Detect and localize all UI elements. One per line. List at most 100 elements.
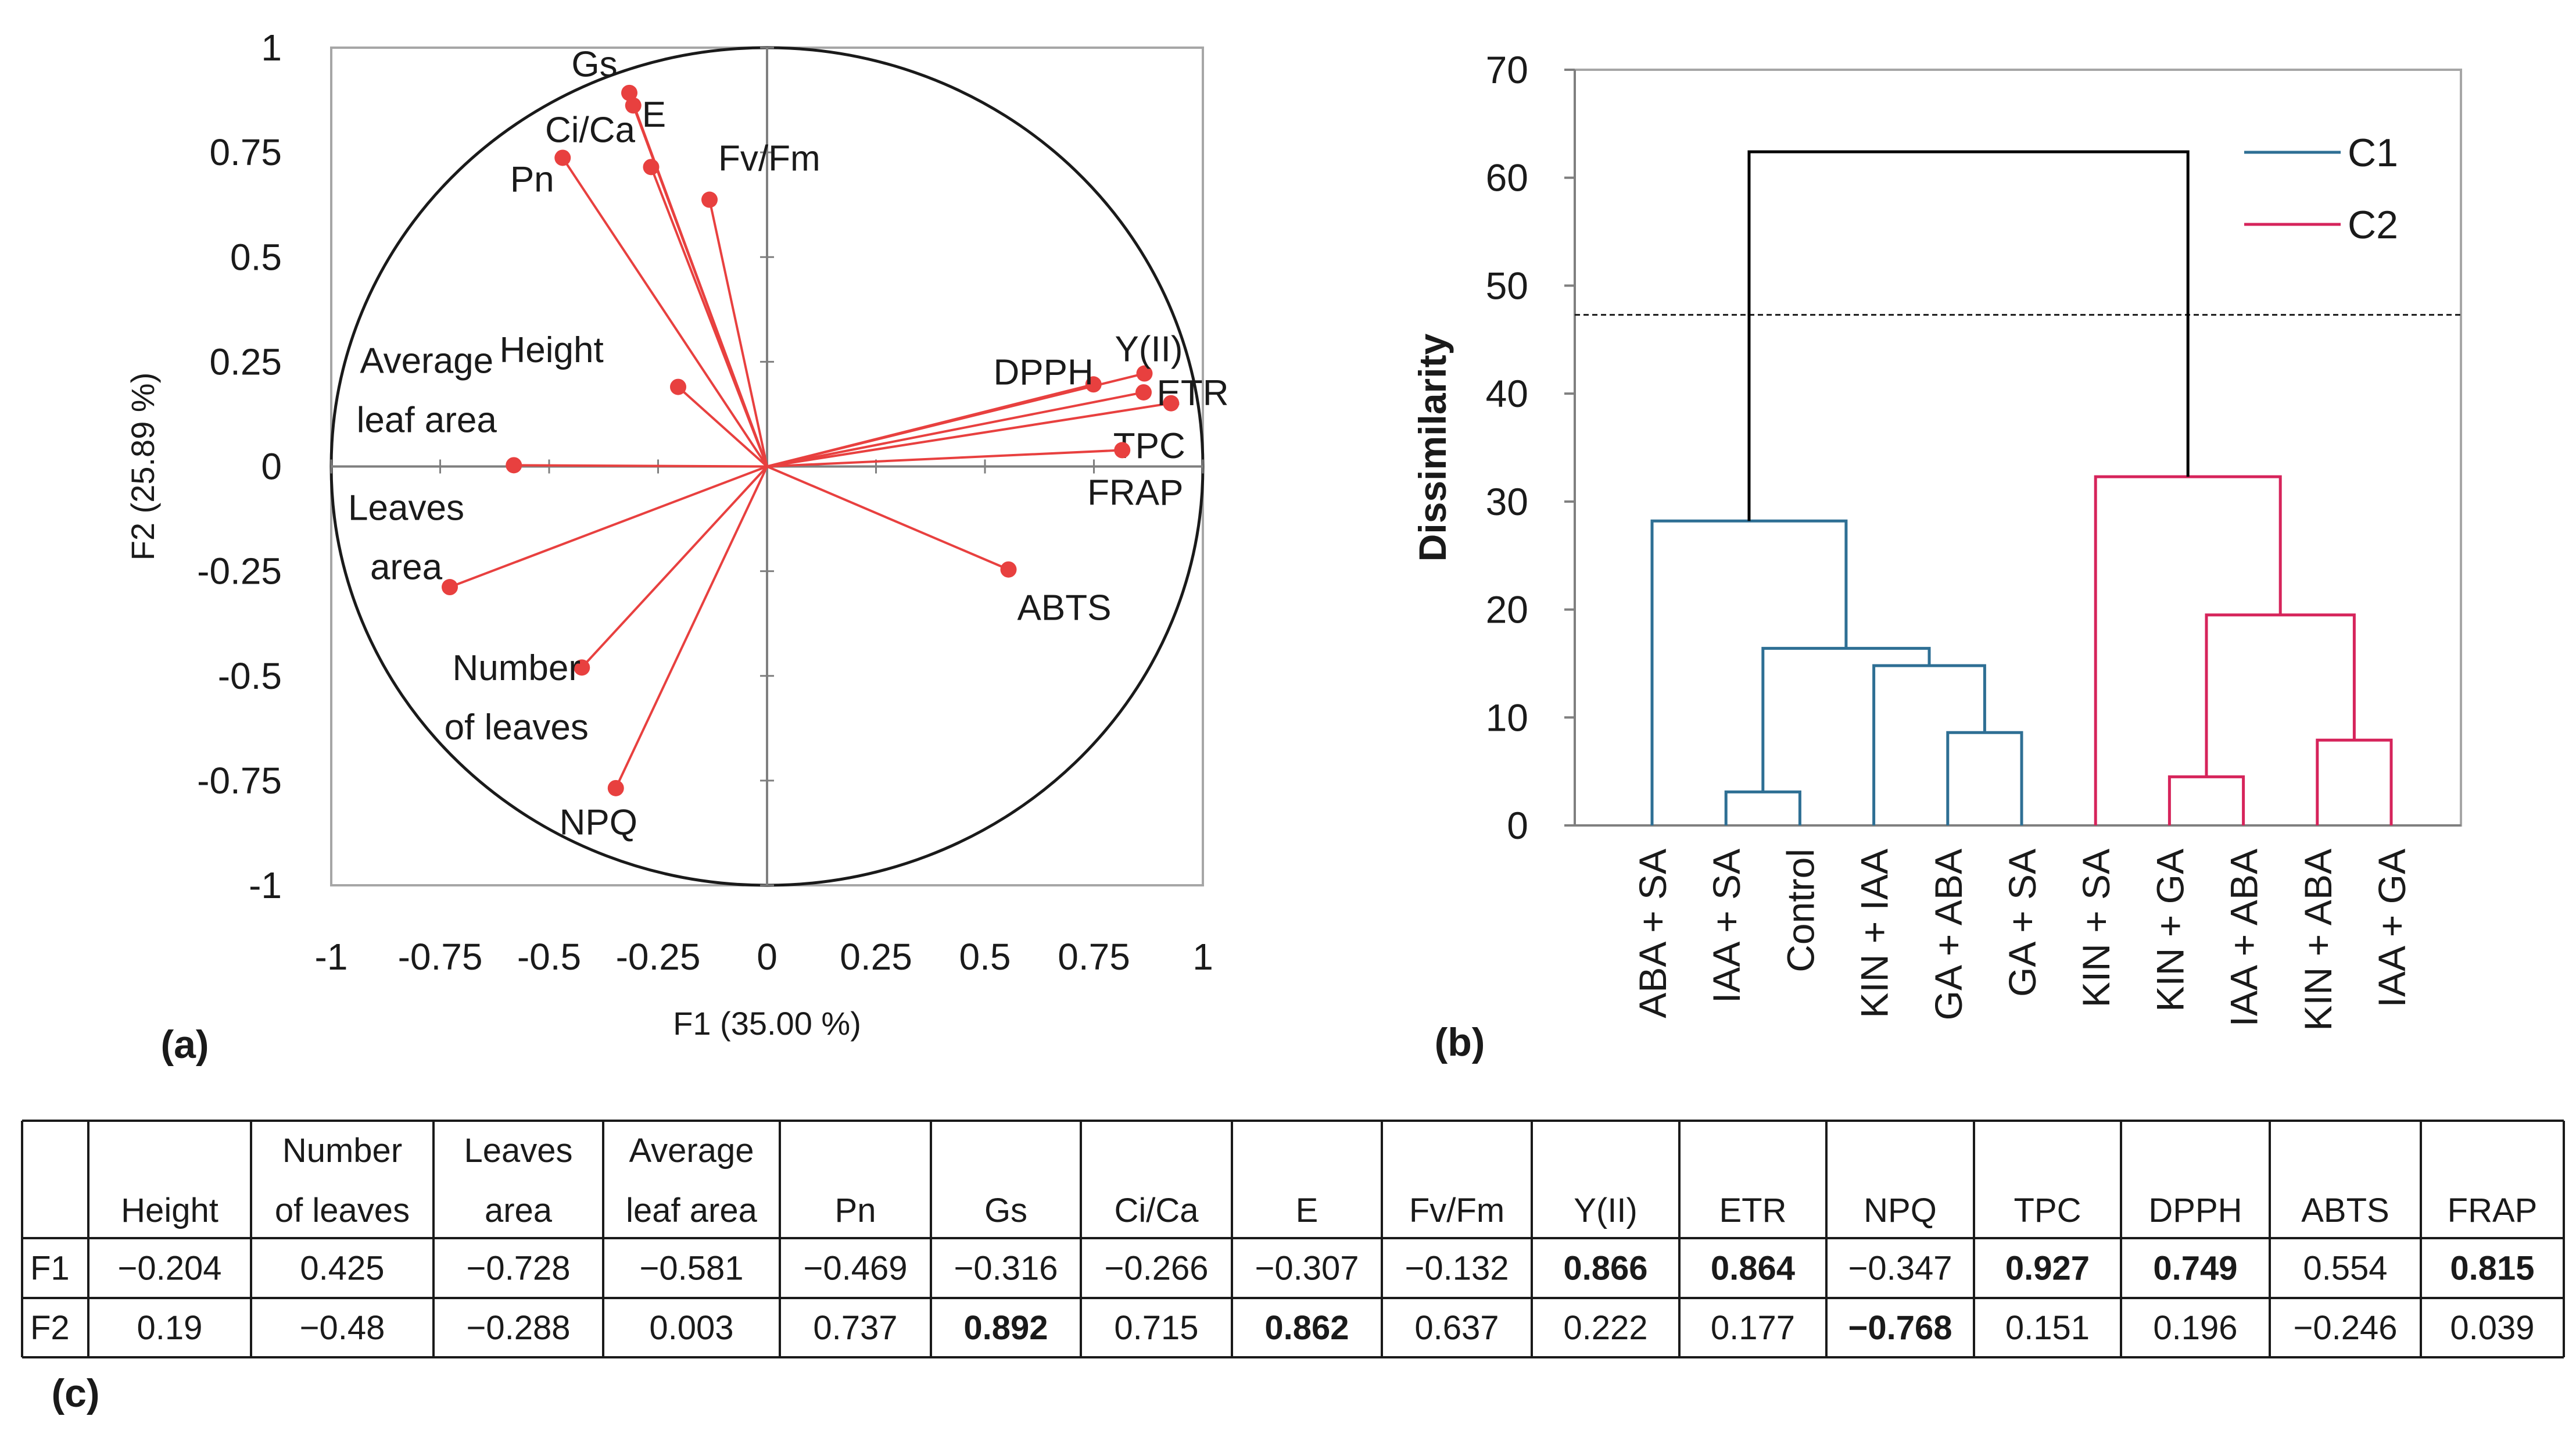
table-cell: 0.19: [137, 1309, 203, 1347]
table-cell: 0.222: [1563, 1309, 1647, 1347]
dendrogram-link: [2094, 475, 2282, 825]
column-header: Number of leaves: [275, 1132, 410, 1229]
leaf-label: KIN + IAA: [1853, 849, 1896, 1018]
loading-point: [1114, 442, 1131, 459]
variable-label-line: area: [370, 548, 443, 588]
y-axis-title: F2 (25.89 %): [124, 373, 161, 561]
dendrogram-link: [1946, 731, 2023, 825]
x-tick-label: 0.5: [959, 936, 1011, 978]
variable-label: DPPH: [993, 353, 1093, 393]
column-header: NPQ: [1864, 1192, 1937, 1229]
variable-label: Gs: [571, 44, 617, 84]
column-header: Gs: [984, 1192, 1027, 1229]
variable-label-line: Average: [360, 341, 493, 381]
variable-label: NPQ: [560, 802, 637, 842]
dendrogram-link: [2316, 738, 2393, 825]
variable-label: FRAP: [1087, 473, 1183, 513]
table-cell: 0.151: [2005, 1309, 2090, 1347]
leaf-label: IAA + SA: [1705, 849, 1748, 1003]
variable-label: Ci/Ca: [545, 110, 636, 150]
loading-vector: [766, 391, 1144, 468]
loading-point: [574, 659, 590, 676]
loading-vector: [766, 402, 1171, 468]
table-cell: 0.637: [1414, 1309, 1499, 1347]
y-tick-label: 1: [261, 27, 282, 69]
loading-vector: [766, 449, 1123, 468]
x-tick-label: 0.75: [1058, 936, 1130, 978]
legend-label: C2: [2348, 203, 2398, 247]
leaf-label: IAA + GA: [2370, 849, 2413, 1007]
loading-point: [554, 149, 571, 166]
y-tick-label: 50: [1486, 264, 1528, 307]
pca-correlation-circle-panel: -1 -0.75 -0.5 -0.25 0 0.25 0.5 0.75 1 1 0.75 0.5 0.2…: [124, 27, 1229, 1042]
y-tick-label: 40: [1486, 372, 1528, 415]
variable-label-line: Number: [452, 648, 581, 688]
y-tick-label: 0.25: [209, 341, 282, 382]
y-tick-label: 0.5: [230, 236, 282, 278]
leaf-label: KIN + SA: [2075, 849, 2118, 1007]
dendrogram-link: [1872, 664, 1986, 825]
leaf-label: KIN + GA: [2148, 849, 2191, 1012]
y-tick-label: -0.25: [197, 550, 282, 592]
column-header-line: area: [485, 1192, 553, 1229]
column-header: ABTS: [2301, 1192, 2389, 1229]
y-axis-title: Dissimilarity: [1411, 333, 1454, 562]
y-tick-label: 0: [261, 446, 282, 488]
row-label: F1: [30, 1250, 70, 1288]
table-cell: −0.246: [2293, 1309, 2397, 1347]
x-tick-label: -0.75: [398, 936, 483, 978]
table-cell: 0.003: [649, 1309, 733, 1347]
table-cell: 0.196: [2153, 1309, 2237, 1347]
table-cell: −0.581: [639, 1250, 743, 1288]
loading-vector: [766, 465, 1009, 571]
table-cell: −0.204: [117, 1250, 221, 1288]
table-cell: 0.554: [2303, 1250, 2387, 1288]
loading-vector: [766, 383, 1094, 468]
column-header: TPC: [2014, 1192, 2081, 1229]
table-cell: 0.715: [1114, 1309, 1198, 1347]
table-cell: 0.927: [2005, 1250, 2090, 1288]
row-label: F2: [30, 1309, 70, 1347]
column-header-line: Average: [629, 1132, 754, 1170]
y-tick-label: 0.75: [209, 131, 282, 173]
loading-vector: [708, 199, 768, 467]
column-header: E: [1296, 1192, 1319, 1229]
loading-point: [1163, 395, 1180, 412]
column-header: FRAP: [2448, 1192, 2538, 1229]
x-axis-title: F1 (35.00 %): [673, 1005, 861, 1042]
column-header: Leaves area: [464, 1132, 572, 1229]
table-cell: 0.866: [1563, 1250, 1647, 1288]
plot-frame: [1574, 69, 2462, 827]
table-cell: −0.347: [1848, 1250, 1952, 1288]
loading-vector: [581, 466, 768, 668]
column-header: DPPH: [2148, 1192, 2242, 1229]
column-header-line: of leaves: [275, 1192, 410, 1229]
table-cell: −0.316: [954, 1250, 1058, 1288]
x-tick-label: -1: [315, 936, 348, 978]
loading-point: [607, 780, 624, 796]
table-cell: 0.864: [1711, 1250, 1795, 1288]
loading-point: [670, 378, 686, 395]
loadings-table-panel: Height Number of leaves Leaves area Average le…: [21, 1120, 2565, 1358]
dendrogram-link: [1747, 150, 2190, 521]
variable-label: Number of leaves: [445, 648, 589, 748]
variable-label: Leaves area: [348, 488, 464, 588]
x-tick-label: -0.25: [616, 936, 701, 978]
variable-label-line: Leaves: [348, 488, 464, 528]
dendrogram-link: [1650, 519, 1848, 825]
loading-point: [1000, 561, 1017, 578]
column-header: Ci/Ca: [1114, 1192, 1199, 1229]
dendrogram-link: [1761, 646, 1931, 792]
table-cell: −0.266: [1104, 1250, 1208, 1288]
y-tick-label: 30: [1486, 480, 1528, 523]
table-cell: −0.132: [1405, 1250, 1509, 1288]
variable-label: ABTS: [1017, 588, 1112, 628]
variable-label: Y(II): [1115, 329, 1183, 369]
column-header: ETR: [1719, 1192, 1787, 1229]
variable-label: Average leaf area: [357, 341, 497, 441]
column-header: Average leaf area: [626, 1132, 757, 1229]
variable-label: E: [642, 95, 666, 135]
table-cell: 0.039: [2450, 1309, 2534, 1347]
table-cell: 0.749: [2153, 1250, 2237, 1288]
table-cell: −0.307: [1255, 1250, 1359, 1288]
